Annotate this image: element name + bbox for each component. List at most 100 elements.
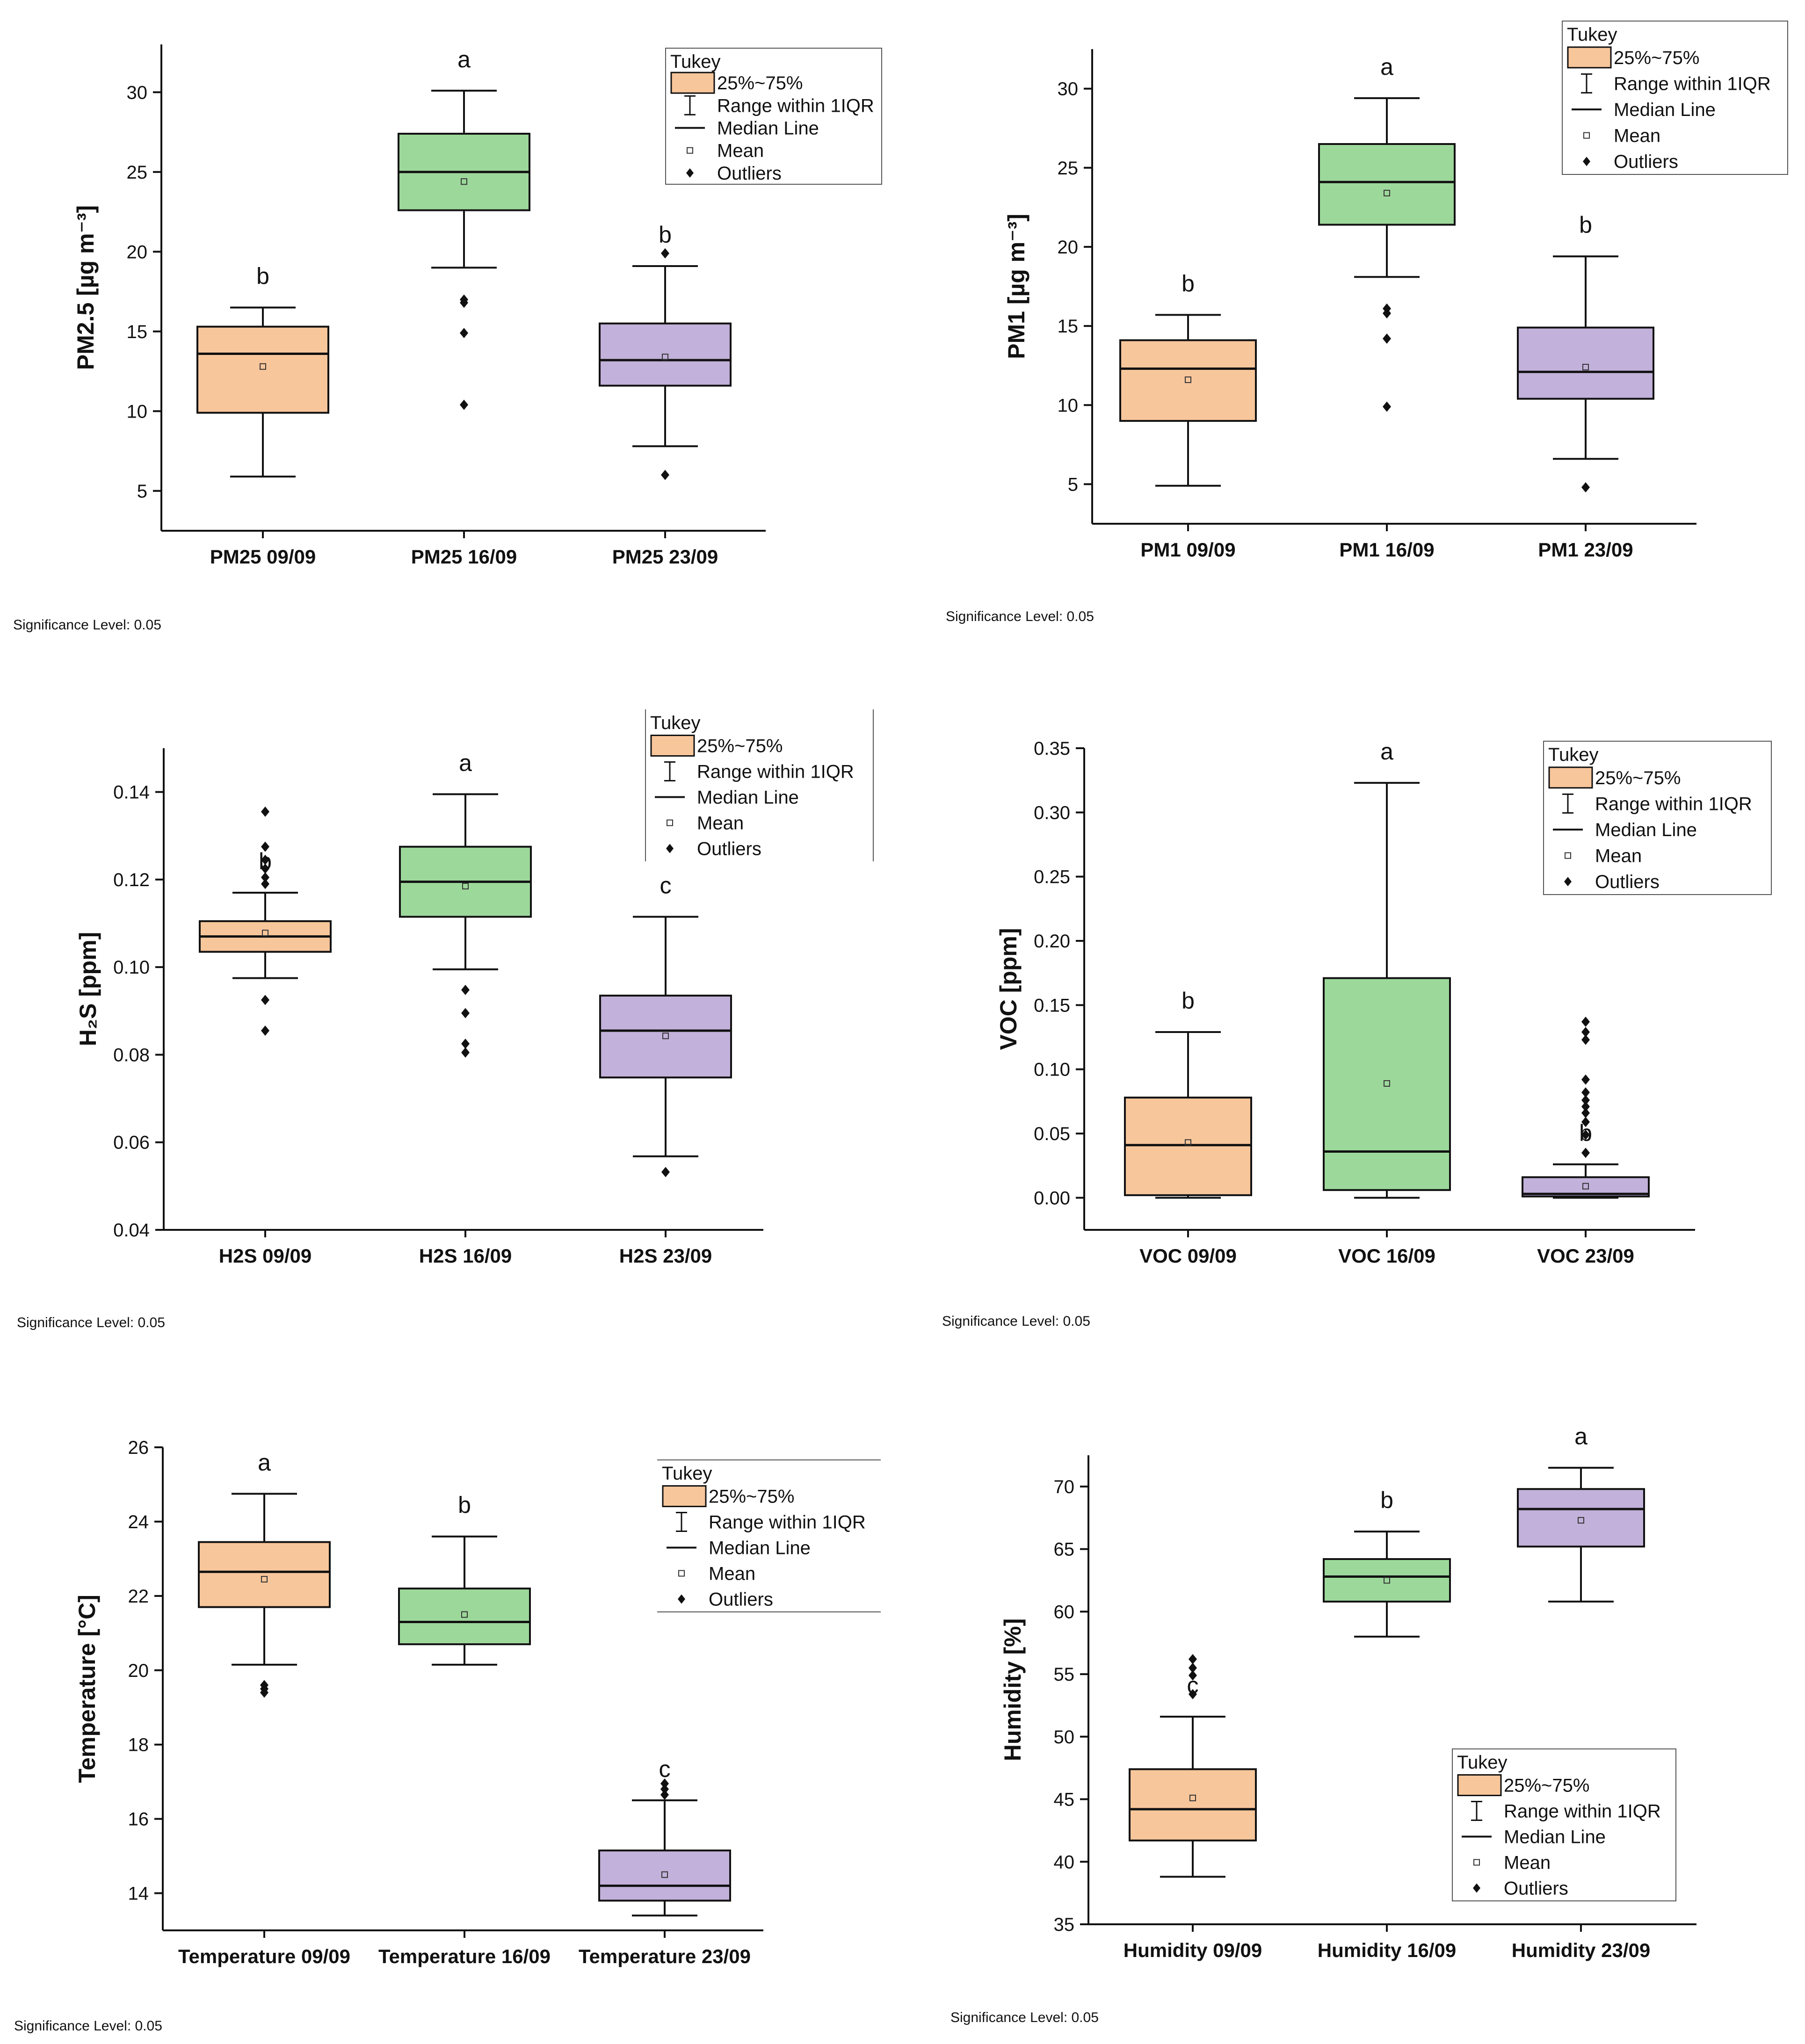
legend-label-outliers: Outliers [697,839,761,859]
significance-note: Significance Level: 0.05 [946,609,1094,624]
x-tick-label: H2S 23/09 [619,1245,712,1267]
group-letter: b [1579,212,1592,238]
y-tick-label: 0.30 [1034,802,1070,823]
iqr-box [1318,143,1456,226]
legend-mean-symbol [687,147,693,154]
group-letter: a [1380,54,1393,80]
outlier-point [261,879,269,889]
y-tick-label: 15 [127,322,148,342]
y-tick-label: 0.05 [1034,1124,1070,1144]
legend-label-mean: Mean [1614,126,1660,146]
mean-marker [461,1611,468,1618]
outlier-point [1189,1670,1197,1681]
group-letter: a [457,46,471,72]
y-tick-label: 26 [128,1437,149,1458]
legend-title: Tukey [1567,24,1617,45]
mean-marker [662,1033,669,1040]
legend-title: Tukey [650,713,700,733]
mean-marker [262,930,268,937]
y-tick-label: 0.14 [113,782,150,803]
legend-label-mean: Mean [717,141,764,161]
outlier-point [661,1167,670,1177]
y-axis-label: Humidity [%] [1000,1618,1026,1762]
legend-label-box: 25%~75% [717,73,803,94]
outlier-point [460,297,468,308]
outlier-point [261,1025,269,1036]
legend-outlier-symbol [666,844,674,853]
y-tick-label: 24 [128,1512,149,1532]
y-tick-label: 15 [1058,316,1079,337]
legend-box-swatch [670,72,715,94]
group-letter: c [660,873,672,899]
x-tick-label: H2S 16/09 [419,1245,512,1267]
outlier-point [1581,1034,1590,1045]
legend-mean-symbol [678,1570,685,1577]
legend-label-outliers: Outliers [709,1589,773,1610]
group-letter: a [1380,738,1393,765]
iqr-box [598,1849,731,1902]
y-tick-label: 16 [128,1809,149,1830]
y-tick-label: 20 [128,1661,149,1681]
group-letter: b [1182,270,1195,296]
outlier-point [261,841,269,852]
outlier-point [1581,1117,1590,1127]
mean-marker [1384,1080,1390,1087]
legend-box-swatch [1457,1774,1502,1796]
mean-marker [1582,1183,1589,1190]
iqr-box [398,1587,531,1646]
legend-label-mean: Mean [1504,1853,1551,1873]
legend-mean-symbol [667,819,673,826]
legend-label-range: Range within 1IQR [717,95,874,116]
legend-outlier-symbol [678,1594,685,1604]
y-tick-label: 22 [128,1586,149,1607]
legend-mean-symbol [1473,1859,1480,1866]
legend-mean-symbol [1583,132,1590,139]
x-tick-label: Temperature 09/09 [178,1945,350,1967]
mean-marker [661,1871,668,1878]
legend-box-swatch [1548,766,1593,789]
group-letter: b [1579,1120,1592,1146]
mean-marker [1582,364,1589,371]
outlier-point [461,984,470,995]
group-letter: b [1380,1487,1393,1513]
x-tick-label: PM1 23/09 [1538,539,1633,561]
group-letter: a [258,1449,271,1475]
y-tick-label: 0.10 [1034,1060,1070,1080]
x-tick-label: VOC 23/09 [1537,1245,1634,1267]
y-tick-label: 25 [1058,158,1079,179]
iqr-box [1129,1768,1257,1842]
outlier-point [661,248,669,259]
y-tick-label: 0.08 [113,1045,150,1065]
y-tick-label: 55 [1054,1664,1075,1685]
y-tick-label: 0.12 [113,870,150,890]
y-tick-label: 0.04 [113,1220,150,1241]
outlier-point [1581,1129,1590,1140]
y-tick-label: 30 [127,82,148,103]
x-tick-label: Temperature 16/09 [378,1945,551,1967]
y-tick-label: 0.25 [1034,867,1070,888]
y-axis-label: PM1 [µg m⁻³] [1003,214,1029,359]
chart-panel-pm1: 5 10 15 20 25 30 PM1 [µg m⁻³] PM1 09/09 b PM1 16/… [1003,21,1788,561]
outlier-point [460,328,468,339]
y-tick-label: 0.35 [1034,738,1070,759]
x-tick-label: PM25 16/09 [411,546,517,568]
group-letter: a [1574,1423,1588,1450]
outlier-point [1189,1654,1197,1664]
outlier-point [1581,1148,1590,1158]
outlier-point [1581,1074,1590,1085]
legend-label-outliers: Outliers [1504,1878,1568,1899]
x-tick-label: VOC 16/09 [1338,1245,1435,1267]
outlier-point [261,872,269,883]
chart-panel-humidity: 35 40 45 50 55 60 65 70 Humidity [%] Humidity 09/… [1000,1423,1696,1961]
group-letter: c [659,1756,671,1782]
chart-panel-pm25: 5 10 15 20 25 30 PM2.5 [µg m⁻³] PM25 09/09 b PM25… [72,44,882,568]
chart-panel-temperature: 14 16 18 20 22 24 26 Temperature [°C] Temperatur… [74,1437,881,1967]
iqr-box [198,1541,331,1608]
x-tick-label: Humidity 09/09 [1124,1939,1262,1961]
y-tick-label: 18 [128,1735,149,1755]
mean-marker [662,354,668,361]
